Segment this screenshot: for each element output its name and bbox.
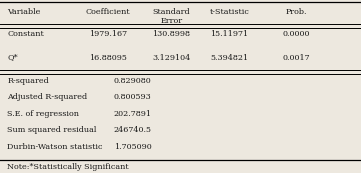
Text: 0.0017: 0.0017 [282, 54, 310, 62]
Text: 1979.167: 1979.167 [89, 30, 127, 38]
Text: Standard
Error: Standard Error [153, 8, 190, 25]
Text: R-squared: R-squared [7, 77, 49, 85]
Text: 0.829080: 0.829080 [114, 77, 152, 85]
Text: Note:*Statistically Significant: Note:*Statistically Significant [7, 163, 129, 171]
Text: 16.88095: 16.88095 [90, 54, 127, 62]
Text: 15.11971: 15.11971 [210, 30, 248, 38]
Text: 246740.5: 246740.5 [114, 126, 152, 134]
Text: S.E. of regression: S.E. of regression [7, 110, 79, 118]
Text: 0.800593: 0.800593 [114, 93, 152, 101]
Text: 1.705090: 1.705090 [114, 143, 152, 151]
Text: Sum squared residual: Sum squared residual [7, 126, 97, 134]
Text: t-Statistic: t-Statistic [209, 8, 249, 16]
Text: 3.129104: 3.129104 [152, 54, 191, 62]
Text: Prob.: Prob. [285, 8, 307, 16]
Text: 202.7891: 202.7891 [114, 110, 152, 118]
Text: Durbin-Watson statistic: Durbin-Watson statistic [7, 143, 103, 151]
Text: Q*: Q* [7, 54, 18, 62]
Text: 0.0000: 0.0000 [282, 30, 310, 38]
Text: Adjusted R-squared: Adjusted R-squared [7, 93, 87, 101]
Text: Variable: Variable [7, 8, 40, 16]
Text: Constant: Constant [7, 30, 44, 38]
Text: 5.394821: 5.394821 [210, 54, 248, 62]
Text: Coefficient: Coefficient [86, 8, 131, 16]
Text: 130.8998: 130.8998 [152, 30, 191, 38]
